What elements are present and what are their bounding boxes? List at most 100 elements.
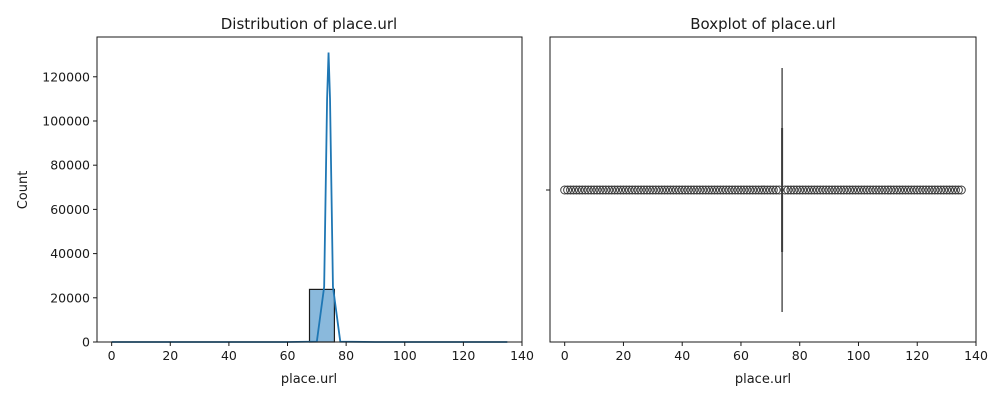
outlier-point [853,185,863,195]
outlier-point [648,185,658,195]
y-tick-label: 60000 [50,202,90,217]
outlier-point [845,185,855,195]
outlier-point [868,185,878,195]
x-tick-label: 60 [733,348,749,363]
outlier-point [909,185,919,195]
outlier-point [727,185,737,195]
outlier-point [851,185,861,195]
outlier-point [566,185,576,195]
outlier-point [900,185,910,195]
boxplot-outliers [560,185,966,195]
y-tick-label: 40000 [50,246,90,261]
outlier-point [683,185,693,195]
outlier-point [759,185,769,195]
y-tick-label: 100000 [42,113,90,128]
outlier-point [945,185,955,195]
outlier-point [674,185,684,195]
x-tick-label: 20 [162,348,178,363]
outlier-point [560,185,570,195]
outlier-point [657,185,667,195]
histogram-title: Distribution of place.url [221,15,397,33]
outlier-point [821,185,831,195]
outlier-point [601,185,611,195]
outlier-point [883,185,893,195]
outlier-point [833,185,843,195]
outlier-point [780,185,790,195]
outlier-point [663,185,673,195]
outlier-point [836,185,846,195]
outlier-point [795,185,805,195]
outlier-point [595,185,605,195]
x-tick-label: 20 [615,348,631,363]
outlier-point [698,185,708,195]
outlier-point [906,185,916,195]
outlier-point [742,185,752,195]
x-tick-label: 0 [108,348,116,363]
outlier-point [918,185,928,195]
outlier-point [792,185,802,195]
outlier-point [912,185,922,195]
outlier-point [765,185,775,195]
x-tick-label: 0 [561,348,569,363]
outlier-point [939,185,949,195]
outlier-point [707,185,717,195]
outlier-point [645,185,655,195]
outlier-point [871,185,881,195]
outlier-point [563,185,573,195]
outlier-point [680,185,690,195]
outlier-point [886,185,896,195]
outlier-point [877,185,887,195]
outlier-point [610,185,620,195]
outlier-point [624,185,634,195]
outlier-point [618,185,628,195]
outlier-point [712,185,722,195]
outlier-point [592,185,602,195]
outlier-point [947,185,957,195]
outlier-point [577,185,587,195]
outlier-point [733,185,743,195]
outlier-point [827,185,837,195]
outlier-point [889,185,899,195]
outlier-point [762,185,772,195]
outlier-point [710,185,720,195]
outlier-point [812,185,822,195]
outlier-point [569,185,579,195]
histogram-y-ticks: 0 20000 40000 60000 80000 100000 120000 [42,69,97,350]
outlier-point [574,185,584,195]
outlier-point [613,185,623,195]
outlier-point [942,185,952,195]
outlier-point [607,185,617,195]
outlier-point [903,185,913,195]
outlier-point [745,185,755,195]
outlier-point [636,185,646,195]
histogram-frame [96,36,523,343]
outlier-point [668,185,678,195]
histogram-y-axis-label: Count [16,171,31,210]
x-tick-label: 40 [674,348,690,363]
outlier-point [583,185,593,195]
outlier-point [689,185,699,195]
outlier-point [774,185,784,195]
outlier-point [809,185,819,195]
outlier-point [950,185,960,195]
outlier-point [789,185,799,195]
outlier-point [824,185,834,195]
outlier-point [739,185,749,195]
outlier-point [730,185,740,195]
outlier-point [804,185,814,195]
x-tick-label: 80 [338,348,354,363]
outlier-point [642,185,652,195]
outlier-point [786,185,796,195]
histogram-x-ticks: 0 20 40 60 80 100 120 140 [108,342,534,363]
outlier-point [783,185,793,195]
outlier-point [930,185,940,195]
outlier-point [665,185,675,195]
outlier-point [721,185,731,195]
outlier-point [815,185,825,195]
outlier-point [704,185,714,195]
outlier-point [865,185,875,195]
outlier-point [639,185,649,195]
boxplot-x-axis-label: place.url [735,372,791,387]
outlier-point [771,185,781,195]
